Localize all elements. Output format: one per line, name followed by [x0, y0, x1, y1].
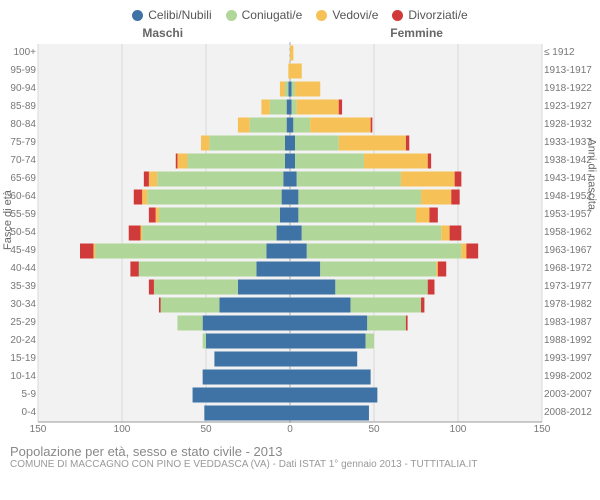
column-headers: Maschi Femmine: [0, 26, 600, 40]
chart-title: Popolazione per età, sesso e stato civil…: [10, 444, 590, 459]
legend-label: Coniugati/e: [242, 8, 303, 22]
legend-swatch: [132, 10, 143, 21]
plot-area: Fasce di età Anni di nascita 100+95-9990…: [0, 40, 600, 440]
legend: Celibi/Nubili Coniugati/e Vedovi/e Divorzia…: [0, 0, 600, 26]
legend-item: Coniugati/e: [226, 8, 303, 22]
x-tick: 50: [200, 424, 211, 435]
chart-source: COMUNE DI MACCAGNO CON PINO E VEDDASCA (…: [10, 459, 590, 470]
legend-item: Celibi/Nubili: [132, 8, 211, 22]
population-pyramid: Celibi/Nubili Coniugati/e Vedovi/e Divorzia…: [0, 0, 600, 500]
x-tick: 50: [368, 424, 379, 435]
x-tick: 150: [30, 424, 47, 435]
legend-label: Celibi/Nubili: [148, 8, 211, 22]
chart-footer: Popolazione per età, sesso e stato civil…: [0, 440, 600, 470]
legend-label: Vedovi/e: [332, 8, 378, 22]
pyramid-svg: [0, 40, 600, 440]
legend-swatch: [392, 10, 403, 21]
legend-swatch: [316, 10, 327, 21]
x-tick: 100: [114, 424, 131, 435]
header-male: Maschi: [36, 26, 290, 40]
legend-item: Divorziati/e: [392, 8, 467, 22]
legend-label: Divorziati/e: [408, 8, 467, 22]
x-axis-ticks: 15010050050100150: [38, 424, 542, 438]
x-tick: 150: [534, 424, 551, 435]
legend-item: Vedovi/e: [316, 8, 378, 22]
x-tick: 100: [450, 424, 467, 435]
x-tick: 0: [287, 424, 293, 435]
header-female: Femmine: [290, 26, 544, 40]
legend-swatch: [226, 10, 237, 21]
